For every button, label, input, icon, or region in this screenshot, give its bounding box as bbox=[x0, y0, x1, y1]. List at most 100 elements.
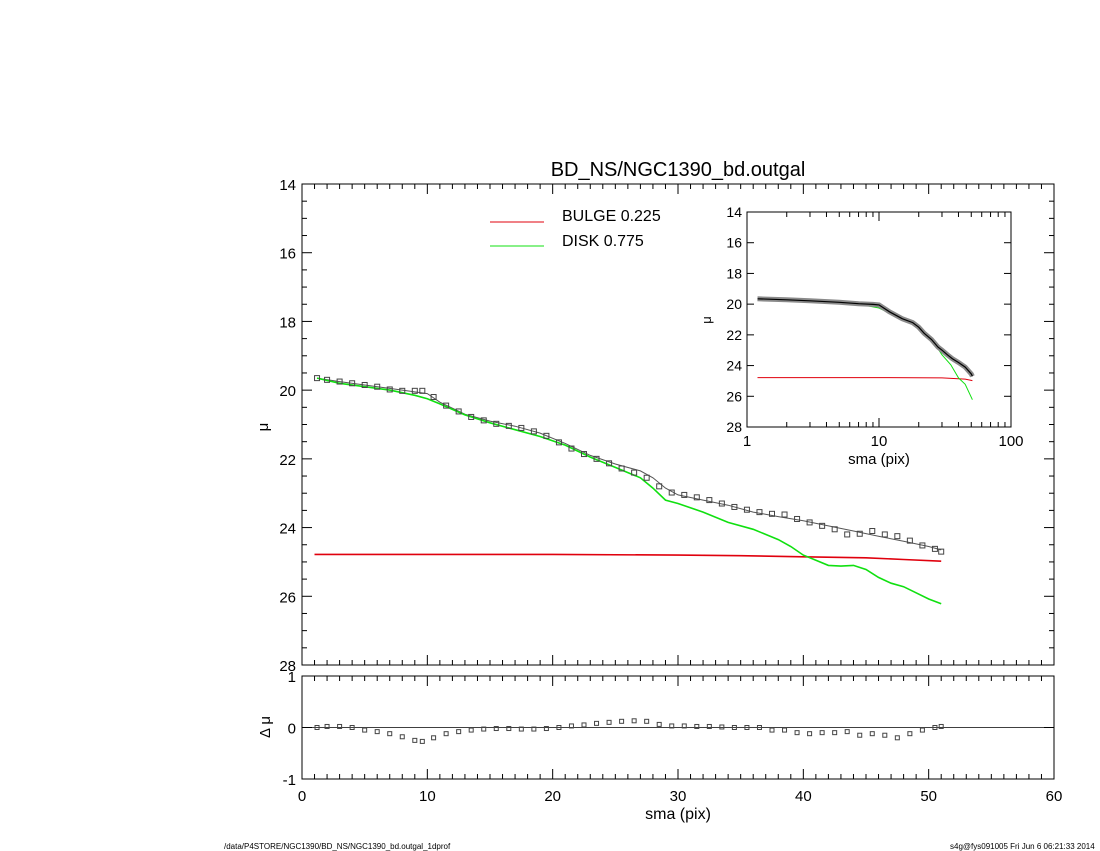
residual-data-point bbox=[324, 723, 330, 729]
main-data-point bbox=[844, 531, 851, 538]
main-y-tick-label: 18 bbox=[279, 314, 296, 331]
main-y-tick-label: 16 bbox=[279, 246, 296, 263]
main-data-point bbox=[819, 522, 826, 529]
main-data-point bbox=[411, 387, 418, 394]
main-data-point bbox=[493, 420, 500, 427]
main-data-point bbox=[314, 375, 321, 382]
main-y-tick-label: 22 bbox=[279, 452, 296, 469]
residual-data-point bbox=[644, 718, 650, 724]
main-plot-marks bbox=[314, 375, 945, 605]
residual-data-point bbox=[468, 727, 474, 733]
main-data-point bbox=[919, 542, 926, 549]
main-panel: BD_NS/NGC1390_bd.outgal 14 16 18 20 22 24 26 28… bbox=[255, 159, 1055, 675]
main-data-point bbox=[568, 445, 575, 452]
main-data-point bbox=[756, 509, 763, 516]
residual-data-point bbox=[387, 731, 393, 737]
residual-x-tick-label: 60 bbox=[1046, 788, 1063, 805]
inset-bulge-line bbox=[757, 377, 973, 382]
inset-axis-ticks: 14 16 18 20 22 24 26 281 10 100 bbox=[726, 204, 1023, 450]
main-data-point bbox=[593, 455, 600, 462]
main-data-point bbox=[443, 402, 450, 409]
inset-y-tick-label: 26 bbox=[726, 388, 742, 404]
main-data-point bbox=[399, 387, 406, 394]
main-y-axis-label: μ bbox=[255, 423, 272, 432]
inset-x-axis-label: sma (pix) bbox=[848, 451, 910, 468]
main-data-point bbox=[555, 439, 562, 446]
residual-data-point bbox=[844, 729, 850, 735]
residual-data-point bbox=[606, 719, 612, 725]
legend-disk-label: DISK 0.775 bbox=[562, 233, 644, 250]
residual-data-point bbox=[832, 730, 838, 736]
inset-y-tick-label: 28 bbox=[726, 419, 742, 435]
footer-file-path: /data/P4STORE/NGC1390/BD_NS/NGC1390_bd.o… bbox=[224, 842, 451, 851]
main-data-point bbox=[931, 545, 938, 552]
residual-data-point bbox=[656, 721, 662, 727]
chart-title: BD_NS/NGC1390_bd.outgal bbox=[551, 159, 806, 181]
inset-x-tick-label: 10 bbox=[871, 433, 888, 450]
residual-data-point bbox=[314, 725, 320, 730]
main-data-point bbox=[361, 381, 368, 388]
residual-x-tick-label: 50 bbox=[920, 788, 937, 805]
residual-data-point bbox=[807, 731, 813, 737]
inset-x-tick-label: 1 bbox=[743, 433, 751, 450]
residual-data-point bbox=[631, 718, 637, 724]
residual-data-point bbox=[362, 727, 368, 733]
main-data-point bbox=[455, 408, 462, 415]
main-y-tick-label: 24 bbox=[279, 521, 296, 538]
residual-data-point bbox=[694, 723, 700, 729]
residual-x-tick-label: 10 bbox=[419, 788, 436, 805]
residual-data-point bbox=[794, 730, 800, 736]
main-data-point bbox=[631, 469, 638, 476]
residual-data-point bbox=[894, 735, 900, 741]
residual-data-point bbox=[568, 723, 574, 729]
residual-data-point bbox=[756, 725, 762, 730]
main-y-tick-label: 28 bbox=[279, 658, 296, 675]
main-data-point bbox=[581, 451, 587, 458]
residual-data-point bbox=[337, 723, 343, 729]
residual-data-point bbox=[744, 725, 750, 730]
main-data-point bbox=[906, 537, 913, 544]
residual-data-point bbox=[857, 732, 863, 738]
main-data-point bbox=[618, 465, 625, 472]
residual-data-point bbox=[399, 734, 405, 740]
residual-data-point bbox=[919, 727, 925, 733]
main-data-point bbox=[324, 376, 331, 383]
residual-x-tick-label: 40 bbox=[795, 788, 812, 805]
residual-y-axis-label: Δ μ bbox=[257, 716, 274, 738]
main-data-point bbox=[386, 386, 393, 393]
residual-axis-ticks: 10-10 10 20 30 40 50 60 bbox=[283, 669, 1063, 805]
main-data-point bbox=[606, 460, 613, 467]
main-data-point bbox=[681, 491, 688, 498]
residual-data-point bbox=[456, 729, 462, 735]
main-y-tick-label: 26 bbox=[279, 589, 296, 606]
residual-y-tick-label: -1 bbox=[283, 772, 296, 789]
residual-data-point bbox=[907, 731, 913, 737]
residual-panel: 10-10 10 20 30 40 50 60 Δ μ sma (pix) bbox=[257, 669, 1062, 823]
residual-data-point bbox=[619, 718, 625, 724]
residual-data-point bbox=[882, 732, 888, 738]
residual-data-point bbox=[431, 735, 437, 741]
residual-data-point bbox=[681, 723, 687, 729]
main-data-point bbox=[668, 489, 675, 496]
residual-data-point bbox=[412, 737, 418, 743]
inset-y-tick-label: 16 bbox=[726, 235, 742, 251]
inset-x-tick-label: 100 bbox=[998, 433, 1023, 450]
main-data-point bbox=[806, 519, 813, 526]
residual-data-point bbox=[443, 731, 449, 737]
main-data-point bbox=[781, 511, 788, 518]
main-data-point bbox=[794, 515, 801, 522]
legend: BULGE 0.225 DISK 0.775 bbox=[490, 208, 661, 250]
main-data-point bbox=[894, 533, 901, 540]
residual-data-point bbox=[669, 723, 675, 729]
main-data-point bbox=[743, 506, 750, 513]
main-data-point bbox=[731, 503, 738, 510]
main-data-point bbox=[869, 528, 876, 535]
residual-data-point bbox=[481, 726, 487, 732]
main-data-point bbox=[468, 413, 475, 420]
residual-data-point bbox=[419, 738, 425, 744]
main-data-point bbox=[505, 422, 512, 429]
main-data-point bbox=[656, 483, 663, 490]
main-data-point bbox=[769, 510, 775, 517]
residual-data-point bbox=[719, 724, 725, 730]
